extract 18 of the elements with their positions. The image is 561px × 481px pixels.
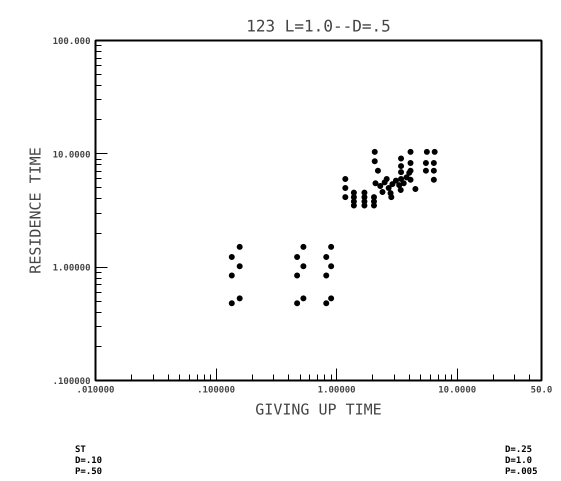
y-tick-label: 100.000 [52, 37, 91, 47]
text: D=1.0 [505, 456, 532, 466]
text: D=.25 [505, 445, 532, 455]
x-tick-label: 50.0 [530, 386, 552, 396]
text: P=.005 [505, 467, 538, 477]
text: P=.50 [75, 467, 102, 477]
x-tick-label: 1.00000 [318, 386, 356, 396]
x-tick-label: .100000 [197, 386, 236, 396]
y-tick-label: .100000 [52, 377, 91, 387]
x-tick-label: .010000 [76, 386, 114, 396]
y-tick-label: 1.00000 [52, 264, 91, 274]
y-tick-label: 10.0000 [52, 150, 91, 160]
chart-title: 123 L=1.0--D=.5 [246, 16, 391, 36]
x-tick-label: 10.0000 [438, 386, 476, 396]
text: D=.10 [75, 456, 102, 466]
y-axis-title: RESIDENCE TIME [26, 147, 45, 274]
text: ST [75, 445, 86, 455]
x-axis-title: GIVING UP TIME [255, 400, 382, 418]
